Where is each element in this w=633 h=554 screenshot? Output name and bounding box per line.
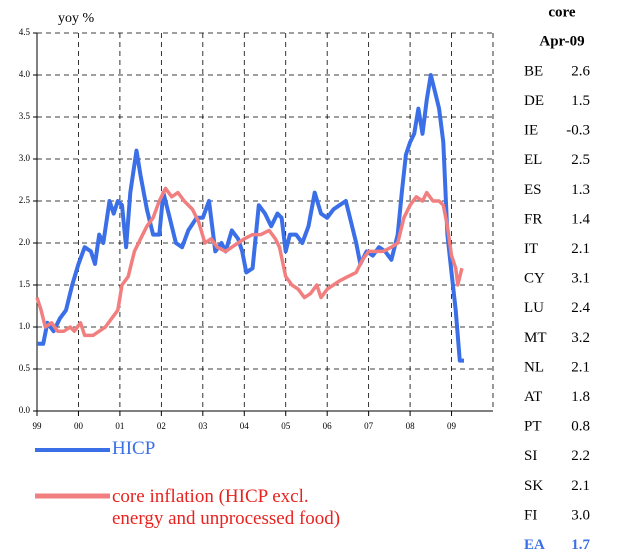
legend-entry: HICP xyxy=(112,438,156,459)
y-tick-label: 0.0 xyxy=(19,405,31,415)
x-tick-label: 00 xyxy=(74,421,84,431)
table-cell: IE xyxy=(524,123,538,139)
x-tick-label: 03 xyxy=(198,421,208,431)
table-cell: IT xyxy=(524,241,538,257)
table-cell: 3.0 xyxy=(571,507,590,523)
table-cell: MT xyxy=(524,330,547,346)
table-cell: NL xyxy=(524,359,544,375)
table-cell: 2.5 xyxy=(571,152,590,168)
table-cell: 2.1 xyxy=(571,359,590,375)
table-cell: SI xyxy=(524,448,537,464)
table-cell: 2.2 xyxy=(571,448,590,464)
x-tick-label: 08 xyxy=(406,421,416,431)
x-tick-label: 07 xyxy=(364,421,374,431)
table-cell: PT xyxy=(524,419,542,435)
table-cell: SK xyxy=(524,478,543,494)
x-tick-label: 02 xyxy=(157,421,166,431)
table-cell: 1.7 xyxy=(571,537,590,553)
x-tick-label: 04 xyxy=(240,421,250,431)
y-tick-label: 2.0 xyxy=(19,237,31,247)
y-tick-label: 4.5 xyxy=(19,27,31,37)
legend-entry: core inflation (HICP excl. energy and un… xyxy=(112,486,341,529)
table-cell: 2.1 xyxy=(571,241,590,257)
y-tick-label: 4.0 xyxy=(19,69,31,79)
table-cell: FI xyxy=(524,507,537,523)
series-line xyxy=(37,73,464,363)
table-cell: EA xyxy=(524,537,545,553)
table-cell: 1.4 xyxy=(571,211,590,227)
y-tick-label: 0.5 xyxy=(19,363,31,373)
table-header: core xyxy=(548,4,576,20)
table-cell: 3.2 xyxy=(571,330,590,346)
table-cell: 1.8 xyxy=(571,389,590,405)
series-line xyxy=(35,186,464,338)
table-cell: EL xyxy=(524,152,542,168)
table-cell: BE xyxy=(524,63,543,79)
table-cell: 2.4 xyxy=(571,300,590,316)
table-cell: FR xyxy=(524,211,542,227)
x-tick-label: 01 xyxy=(115,421,124,431)
table-header: Apr-09 xyxy=(539,33,584,49)
y-tick-label: 1.5 xyxy=(19,279,31,289)
x-tick-label: 09 xyxy=(447,421,457,431)
table-cell: AT xyxy=(524,389,542,405)
table-cell: DE xyxy=(524,93,544,109)
table-cell: -0.3 xyxy=(566,123,590,139)
table-cell: 1.5 xyxy=(571,93,590,109)
y-tick-label: 2.5 xyxy=(19,195,31,205)
x-tick-label: 06 xyxy=(323,421,333,431)
table-cell: ES xyxy=(524,182,542,198)
table-cell: 2.6 xyxy=(571,63,590,79)
x-tick-label: 99 xyxy=(33,421,43,431)
x-tick-label: 05 xyxy=(281,421,291,431)
y-axis-label: yoy % xyxy=(58,11,95,26)
table-cell: 2.1 xyxy=(571,478,590,494)
y-tick-label: 3.5 xyxy=(19,111,31,121)
table-cell: 0.8 xyxy=(571,419,590,435)
table-cell: LU xyxy=(524,300,544,316)
table-cell: 1.3 xyxy=(571,182,590,198)
table-cell: CY xyxy=(524,271,545,287)
y-tick-label: 1.0 xyxy=(19,321,31,331)
y-tick-label: 3.0 xyxy=(19,153,31,163)
table-cell: 3.1 xyxy=(571,271,590,287)
